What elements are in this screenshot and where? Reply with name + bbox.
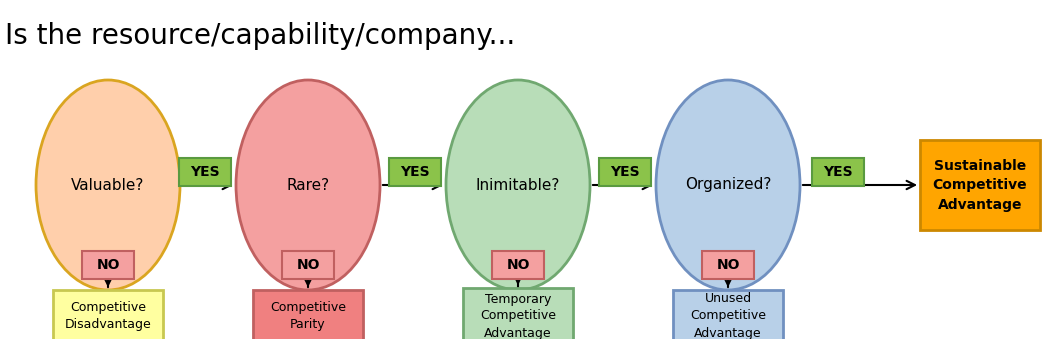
FancyBboxPatch shape: [492, 251, 544, 279]
FancyBboxPatch shape: [253, 290, 363, 339]
Ellipse shape: [236, 80, 380, 290]
Text: Temporary
Competitive
Advantage: Temporary Competitive Advantage: [480, 293, 556, 339]
Ellipse shape: [36, 80, 180, 290]
Text: Valuable?: Valuable?: [71, 178, 144, 193]
Text: Competitive
Parity: Competitive Parity: [269, 301, 346, 331]
Ellipse shape: [656, 80, 800, 290]
Text: Rare?: Rare?: [286, 178, 330, 193]
FancyBboxPatch shape: [389, 158, 441, 186]
Text: Sustainable
Competitive
Advantage: Sustainable Competitive Advantage: [933, 159, 1027, 212]
Text: YES: YES: [610, 165, 640, 179]
FancyBboxPatch shape: [463, 288, 573, 339]
Text: Unused
Competitive
Advantage: Unused Competitive Advantage: [690, 293, 766, 339]
Text: YES: YES: [190, 165, 220, 179]
Text: NO: NO: [296, 258, 319, 272]
Text: NO: NO: [716, 258, 740, 272]
Text: NO: NO: [97, 258, 120, 272]
Text: YES: YES: [400, 165, 430, 179]
FancyBboxPatch shape: [282, 251, 334, 279]
Text: Is the resource/capability/company...: Is the resource/capability/company...: [5, 22, 516, 50]
Text: NO: NO: [506, 258, 529, 272]
Text: Organized?: Organized?: [684, 178, 771, 193]
Text: YES: YES: [823, 165, 853, 179]
FancyBboxPatch shape: [53, 290, 163, 339]
Ellipse shape: [446, 80, 590, 290]
FancyBboxPatch shape: [812, 158, 864, 186]
FancyBboxPatch shape: [179, 158, 231, 186]
FancyBboxPatch shape: [599, 158, 651, 186]
FancyBboxPatch shape: [82, 251, 134, 279]
FancyBboxPatch shape: [702, 251, 754, 279]
Text: Inimitable?: Inimitable?: [475, 178, 560, 193]
FancyBboxPatch shape: [920, 140, 1040, 230]
FancyBboxPatch shape: [673, 290, 783, 339]
Text: Competitive
Disadvantage: Competitive Disadvantage: [65, 301, 152, 331]
